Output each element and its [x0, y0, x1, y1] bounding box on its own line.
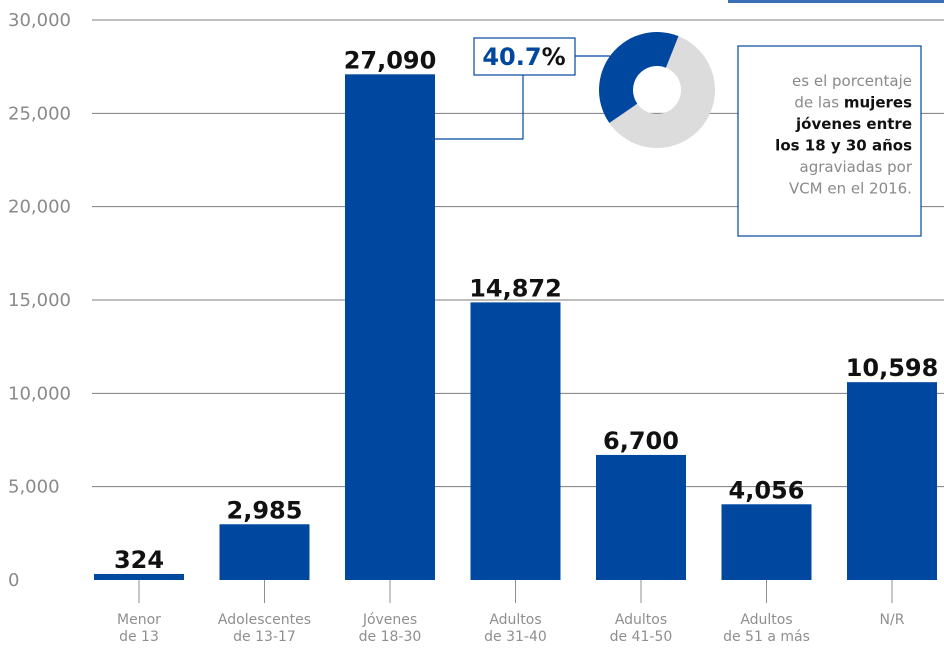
annotation-line: agraviadas por: [800, 158, 913, 176]
annotation-box: [737, 45, 922, 237]
y-tick-label: 0: [8, 570, 19, 591]
y-tick-label: 10,000: [8, 383, 71, 404]
y-tick-label: 30,000: [8, 10, 71, 31]
donut-slice-rest: [609, 36, 715, 148]
x-tick-label: Jóvenes de 18-30: [359, 612, 422, 645]
annotation-line: los 18 y 30 años: [775, 137, 912, 155]
percent-box: [473, 37, 576, 76]
y-tick-label: 25,000: [8, 103, 71, 124]
data-label: 27,090: [344, 46, 437, 74]
annotation-line: es el porcentaje: [792, 72, 912, 90]
annotation-text: es el porcentaje de las mujeres jóvenes en…: [775, 72, 913, 198]
data-label: 14,872: [469, 274, 562, 302]
grid-layer: 0 5,000 10,000 15,000 20,000 25,000 30,000: [8, 10, 944, 591]
bars-layer: 324 2,985 27,090 14,872 6,700 4,056 10,598: [94, 46, 938, 580]
donut-slice-highlight: [598, 31, 679, 124]
x-tick-label: Adultos de 41-50: [610, 612, 673, 645]
data-label: 10,598: [846, 354, 939, 382]
callout-connector-line: [432, 72, 524, 140]
x-axis: Menor de 13 Adolescentes de 13-17 Jóvenes de …: [117, 580, 905, 645]
percent-sign: %: [542, 43, 566, 71]
annotation-line: de las mujeres: [794, 94, 912, 112]
corner-accent-bar: [728, 0, 944, 3]
bar: [470, 302, 561, 580]
y-tick-label: 15,000: [8, 290, 71, 311]
percent-number: 40.7: [482, 43, 541, 71]
donut-chart: [598, 31, 715, 148]
bar: [721, 504, 812, 580]
data-label: 324: [114, 546, 164, 574]
percent-label: 40.7%: [482, 43, 565, 71]
annotation-line: VCM en el 2016.: [789, 180, 912, 198]
y-tick-label: 5,000: [8, 477, 60, 498]
data-label: 6,700: [603, 427, 679, 455]
y-tick-label: 20,000: [8, 197, 71, 218]
bar: [345, 74, 435, 580]
x-tick-label: Adolescentes de 13-17: [218, 612, 311, 645]
x-tick-label: Menor de 13: [117, 612, 161, 645]
x-tick-label: Adultos de 31-40: [484, 612, 547, 645]
data-label: 2,985: [227, 496, 303, 524]
bar: [219, 524, 310, 580]
x-tick-label: Adultos de 51 a más: [723, 612, 810, 645]
annotation-line: jóvenes entre: [795, 115, 912, 133]
bar: [94, 573, 184, 580]
x-tick-label: N/R: [880, 612, 905, 628]
data-label: 4,056: [729, 476, 805, 504]
bar: [847, 382, 937, 580]
bar: [596, 454, 686, 580]
